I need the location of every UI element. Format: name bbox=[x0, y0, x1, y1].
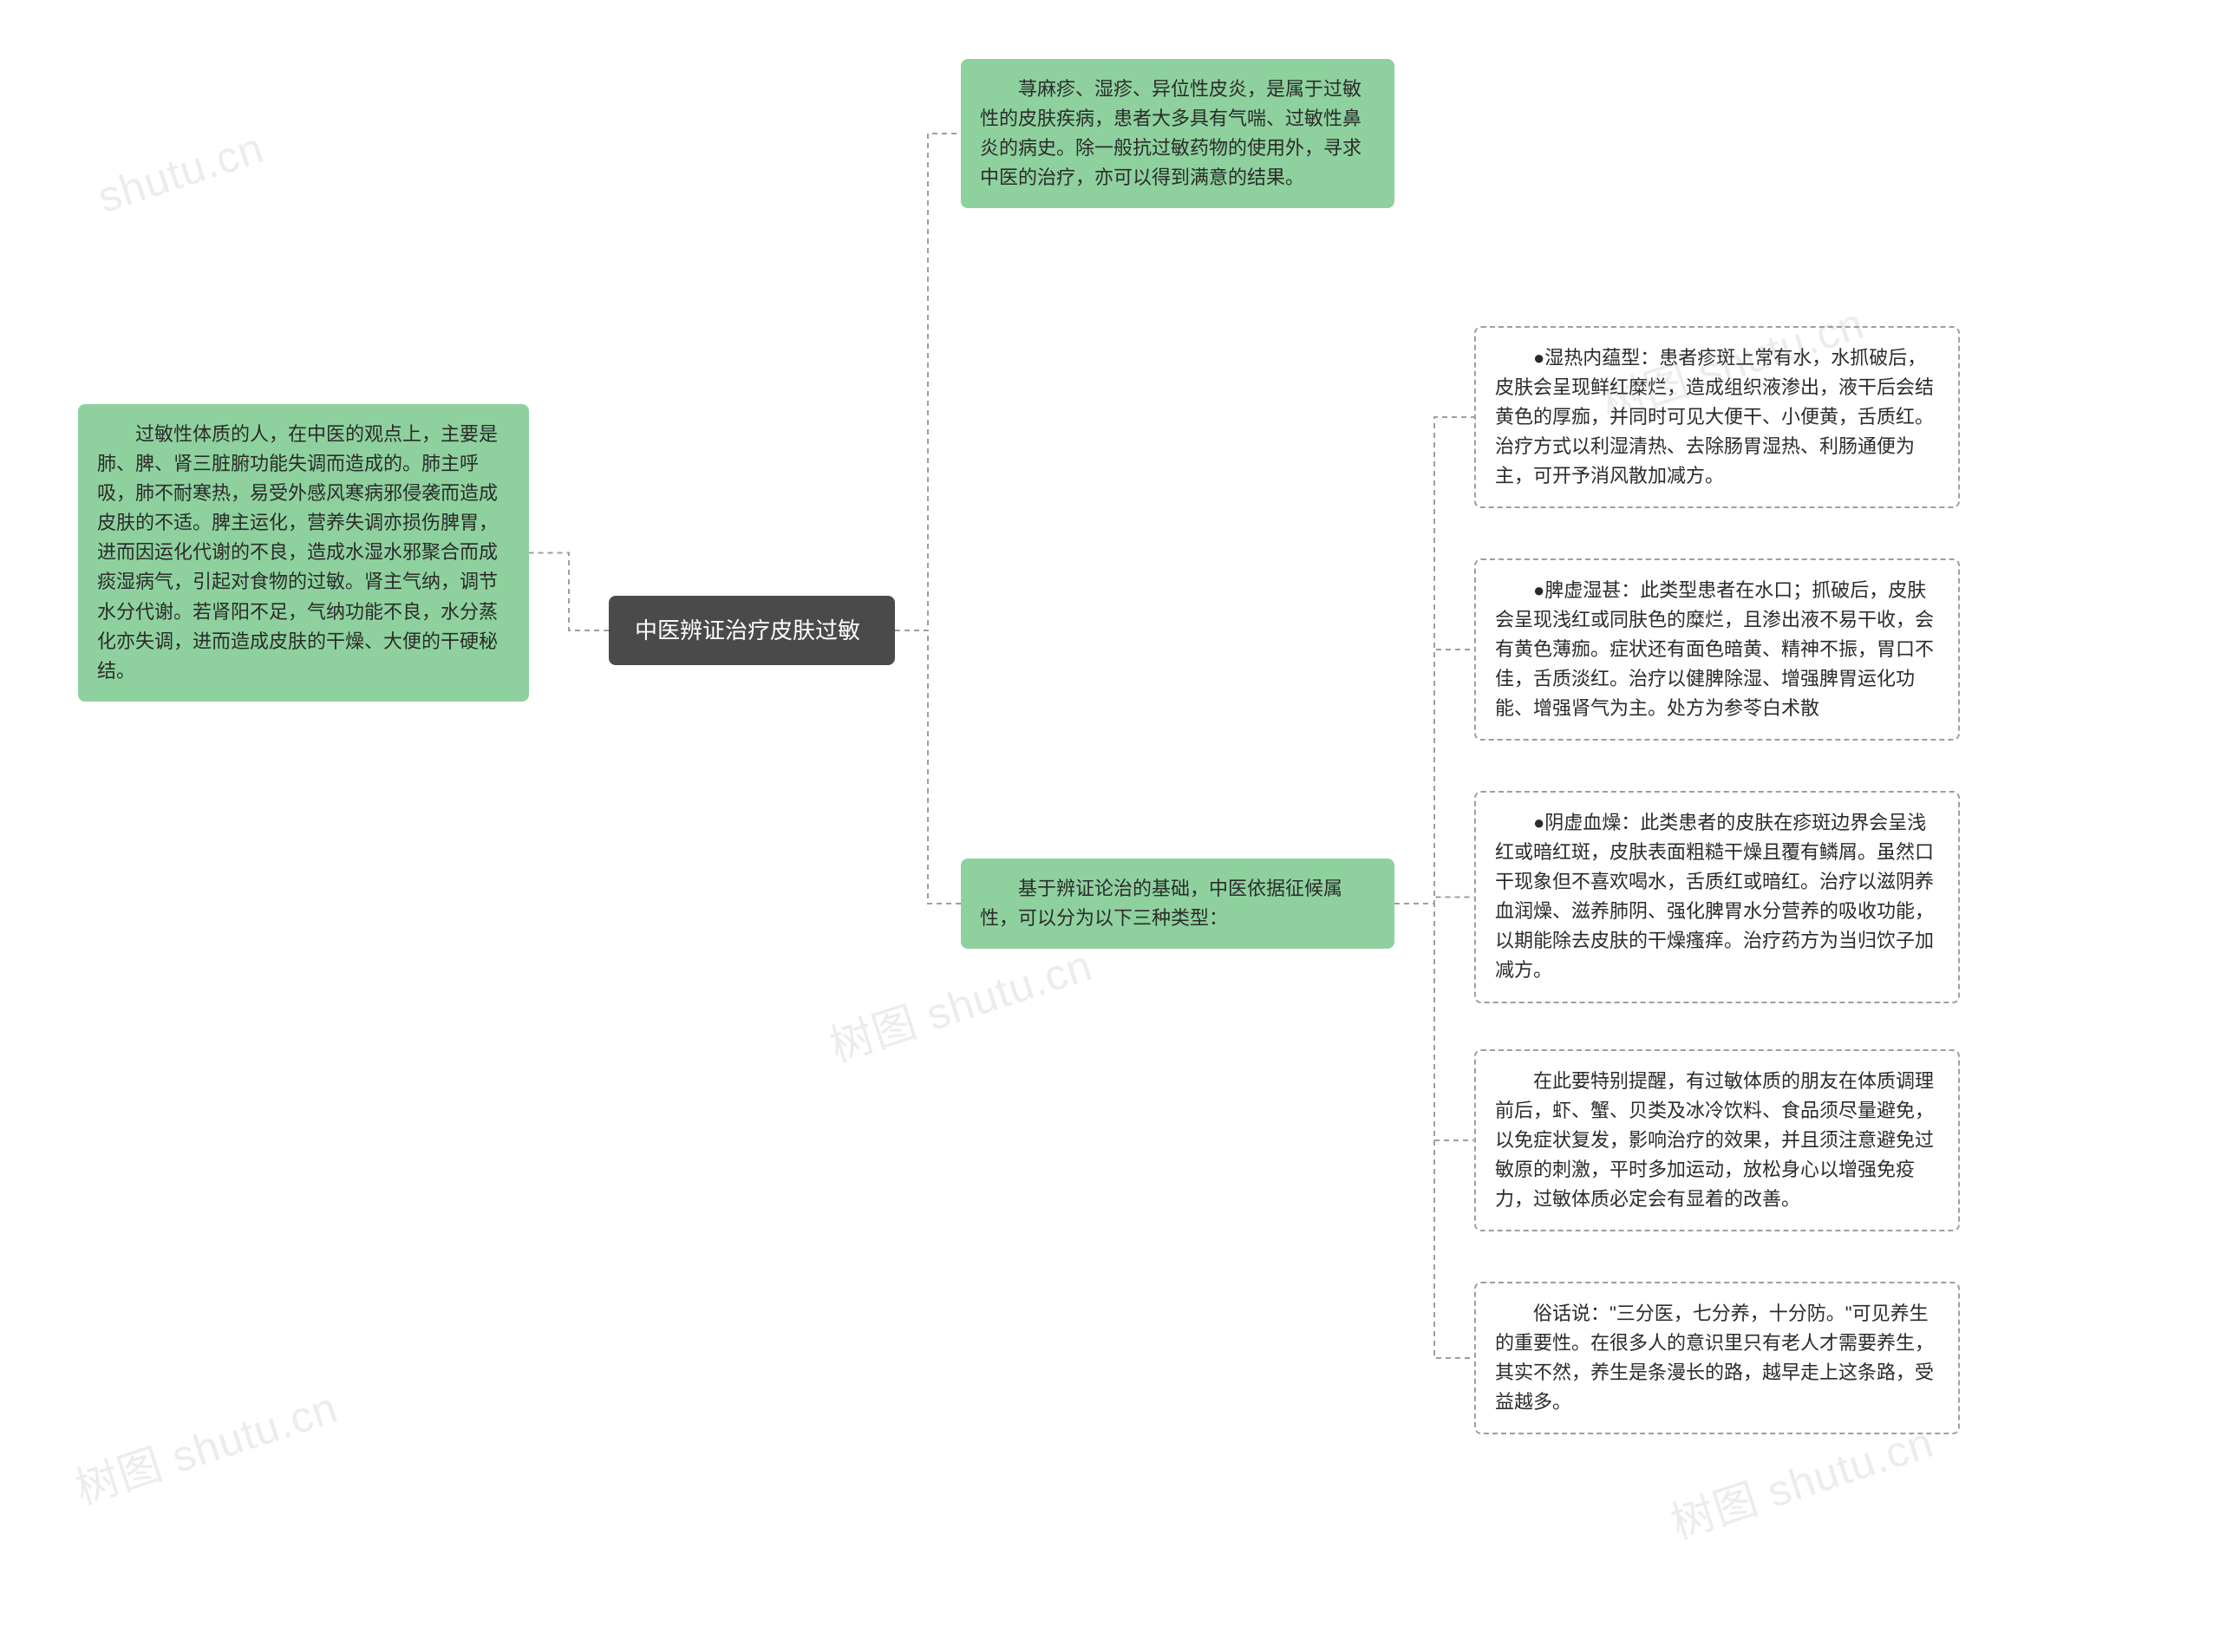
watermark: 树图 shutu.cn bbox=[821, 930, 1100, 1074]
leaf-node-3: ●阴虚血燥：此类患者的皮肤在疹斑边界会呈浅红或暗红斑，皮肤表面粗糙干燥且覆有鳞屑… bbox=[1474, 791, 1960, 1003]
watermark: 树图 shutu.cn bbox=[67, 1373, 345, 1516]
leaf-node-2: ●脾虚湿甚：此类型患者在水口；抓破后，皮肤会呈现浅红或同肤色的糜烂，且渗出液不易… bbox=[1474, 558, 1960, 741]
left-branch-node: 过敏性体质的人，在中医的观点上，主要是肺、脾、肾三脏腑功能失调而造成的。肺主呼吸… bbox=[78, 404, 529, 702]
leaf-node-5: 俗话说："三分医，七分养，十分防。"可见养生的重要性。在很多人的意识里只有老人才… bbox=[1474, 1282, 1960, 1434]
center-node: 中医辨证治疗皮肤过敏 bbox=[609, 596, 895, 665]
right-mid-node: 基于辨证论治的基础，中医依据征候属性，可以分为以下三种类型： bbox=[961, 859, 1394, 949]
leaf-node-1: ●湿热内蕴型：患者疹斑上常有水，水抓破后，皮肤会呈现鲜红糜烂，造成组织液渗出，液… bbox=[1474, 326, 1960, 508]
leaf-node-4: 在此要特别提醒，有过敏体质的朋友在体质调理前后，虾、蟹、贝类及冰冷饮料、食品须尽… bbox=[1474, 1049, 1960, 1231]
watermark: shutu.cn bbox=[92, 122, 270, 223]
right-top-node: 荨麻疹、湿疹、异位性皮炎，是属于过敏性的皮肤疾病，患者大多具有气喘、过敏性鼻炎的… bbox=[961, 59, 1394, 208]
